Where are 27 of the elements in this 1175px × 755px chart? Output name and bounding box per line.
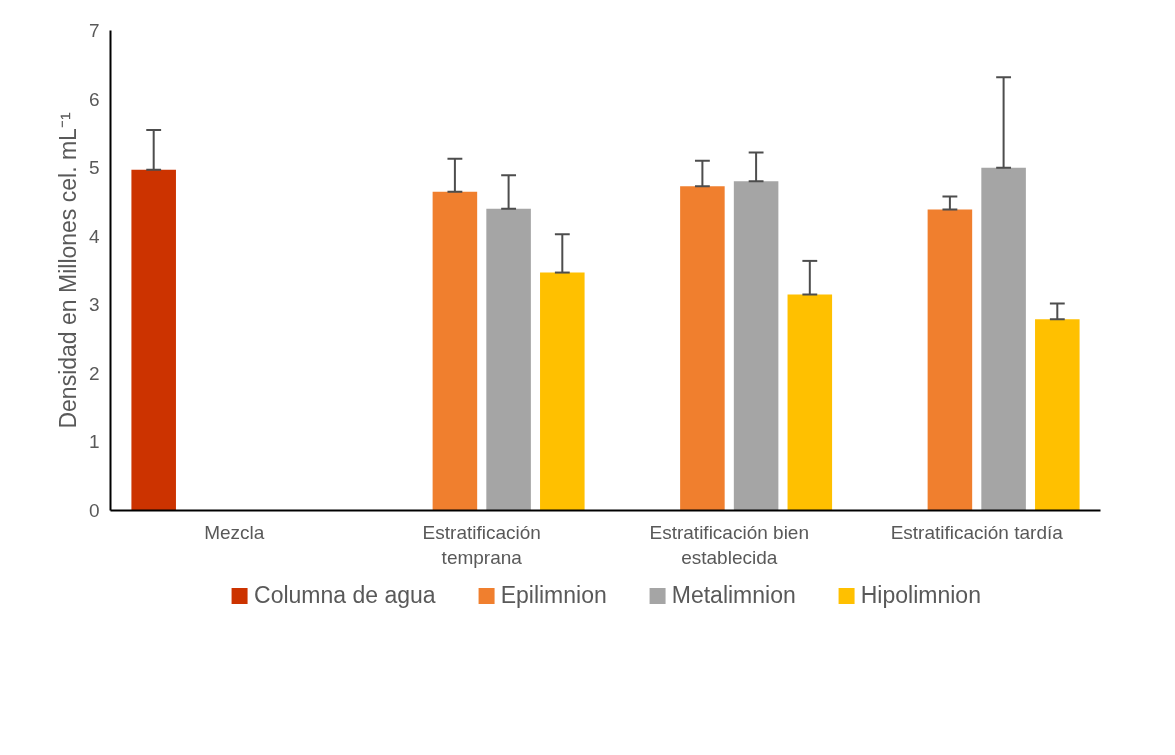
bar bbox=[486, 208, 531, 511]
y-tick-label: 6 bbox=[88, 88, 100, 110]
bar bbox=[927, 209, 973, 511]
bar bbox=[680, 186, 725, 511]
y-axis-title: Densidad en Millones cel. mL⁻¹ bbox=[54, 112, 81, 429]
bar bbox=[131, 169, 176, 511]
x-tick-label: Mezcla bbox=[204, 521, 265, 543]
bar bbox=[1035, 319, 1080, 511]
bar bbox=[540, 272, 585, 511]
y-tick-label: 0 bbox=[88, 500, 100, 521]
y-tick-label: 2 bbox=[88, 362, 100, 384]
x-tick-label: Estratificación bien establecida bbox=[649, 521, 809, 568]
bar bbox=[733, 181, 779, 511]
y-tick-label: 5 bbox=[88, 157, 100, 179]
bar bbox=[981, 167, 1026, 511]
bar bbox=[432, 191, 478, 511]
legend-label: Columna de agua bbox=[254, 581, 436, 609]
legend-label: Epilimnion bbox=[500, 581, 607, 609]
x-tick-label: Estratificación temprana bbox=[422, 521, 541, 568]
y-tick-label: 4 bbox=[88, 225, 100, 247]
legend-label: Hipolimnion bbox=[860, 581, 981, 609]
y-tick-label: 7 bbox=[88, 20, 100, 41]
y-tick-label: 3 bbox=[88, 294, 100, 316]
y-tick-label: 1 bbox=[88, 431, 100, 453]
legend-label: Metalimnion bbox=[671, 581, 796, 609]
x-tick-label: Estratificación tardía bbox=[890, 521, 1064, 543]
bar bbox=[787, 294, 833, 511]
